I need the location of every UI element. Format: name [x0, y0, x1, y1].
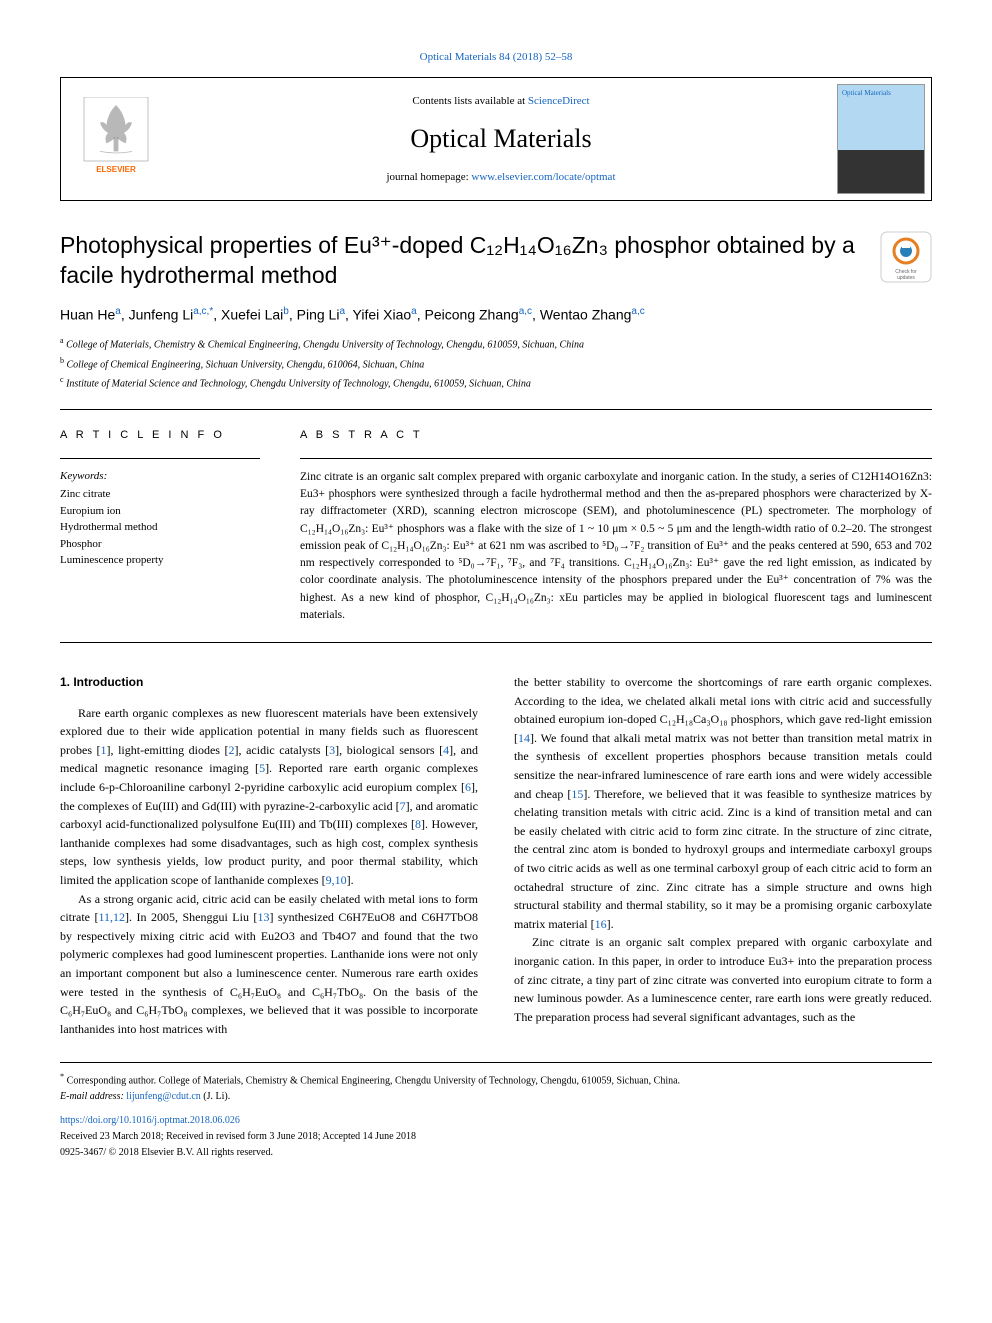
- divider: [60, 642, 932, 643]
- footnote-star: *: [60, 1072, 64, 1081]
- journal-name: Optical Materials: [171, 121, 831, 157]
- affiliation: b College of Chemical Engineering, Sichu…: [60, 355, 932, 372]
- keyword: Hydrothermal method: [60, 519, 260, 536]
- elsevier-logo-cell: ELSEVIER: [61, 85, 171, 194]
- article-info-label: A R T I C L E I N F O: [60, 428, 260, 443]
- contents-prefix: Contents lists available at: [412, 95, 527, 107]
- article-info-col: A R T I C L E I N F O Keywords: Zinc cit…: [60, 428, 260, 624]
- homepage-line: journal homepage: www.elsevier.com/locat…: [171, 170, 831, 185]
- paragraph: the better stability to overcome the sho…: [514, 673, 932, 933]
- abstract-col: A B S T R A C T Zinc citrate is an organ…: [300, 428, 932, 624]
- cover-cell: Optical Materials: [831, 78, 931, 200]
- email-label: E-mail address:: [60, 1091, 126, 1102]
- paragraph: Zinc citrate is an organic salt complex …: [514, 933, 932, 1026]
- keyword: Zinc citrate: [60, 486, 260, 503]
- authors-line: Huan Hea, Junfeng Lia,c,*, Xuefei Laib, …: [60, 305, 932, 325]
- corr-email-link[interactable]: lijunfeng@cdut.cn: [126, 1091, 200, 1102]
- homepage-link[interactable]: www.elsevier.com/locate/optmat: [471, 171, 615, 183]
- section-heading-intro: 1. Introduction: [60, 673, 478, 692]
- corr-author-text: Corresponding author. College of Materia…: [67, 1076, 680, 1087]
- keyword: Phosphor: [60, 536, 260, 553]
- keywords-label: Keywords:: [60, 469, 260, 484]
- cover-text: Optical Materials: [842, 89, 891, 99]
- keyword: Europium ion: [60, 503, 260, 520]
- paragraph: As a strong organic acid, citric acid ca…: [60, 890, 478, 1039]
- header-center: Contents lists available at ScienceDirec…: [171, 86, 831, 193]
- elsevier-tree-icon: ELSEVIER: [76, 97, 156, 177]
- received-line: Received 23 March 2018; Received in revi…: [60, 1130, 932, 1144]
- citation-header[interactable]: Optical Materials 84 (2018) 52–58: [60, 50, 932, 65]
- body-col-left: 1. Introduction Rare earth organic compl…: [60, 673, 478, 1038]
- journal-cover-thumbnail: Optical Materials: [837, 84, 925, 194]
- contents-line: Contents lists available at ScienceDirec…: [171, 94, 831, 109]
- abstract-label: A B S T R A C T: [300, 428, 932, 443]
- homepage-prefix: journal homepage:: [387, 171, 472, 183]
- doi-link[interactable]: https://doi.org/10.1016/j.optmat.2018.06…: [60, 1115, 240, 1126]
- paragraph: Rare earth organic complexes as new fluo…: [60, 704, 478, 890]
- body-col-right: the better stability to overcome the sho…: [514, 673, 932, 1038]
- email-suffix: (J. Li).: [201, 1091, 230, 1102]
- svg-text:ELSEVIER: ELSEVIER: [96, 165, 136, 174]
- doi-line: https://doi.org/10.1016/j.optmat.2018.06…: [60, 1114, 932, 1128]
- divider: [60, 409, 932, 410]
- article-title: Photophysical properties of Eu³⁺-doped C…: [60, 231, 860, 291]
- check-updates-badge[interactable]: Check for updates: [880, 231, 932, 283]
- abstract-text: Zinc citrate is an organic salt complex …: [300, 469, 932, 624]
- footer-divider: [60, 1062, 932, 1063]
- copyright-line: 0925-3467/ © 2018 Elsevier B.V. All righ…: [60, 1146, 932, 1160]
- sciencedirect-link[interactable]: ScienceDirect: [528, 95, 590, 107]
- affiliation: c Institute of Material Science and Tech…: [60, 374, 932, 391]
- keyword: Luminescence property: [60, 552, 260, 569]
- corresponding-footnote: * Corresponding author. College of Mater…: [60, 1071, 932, 1103]
- affiliation: a College of Materials, Chemistry & Chem…: [60, 335, 932, 352]
- abstract-divider: [300, 458, 932, 459]
- svg-text:updates: updates: [897, 275, 915, 281]
- info-divider: [60, 458, 260, 459]
- journal-header-box: ELSEVIER Contents lists available at Sci…: [60, 77, 932, 201]
